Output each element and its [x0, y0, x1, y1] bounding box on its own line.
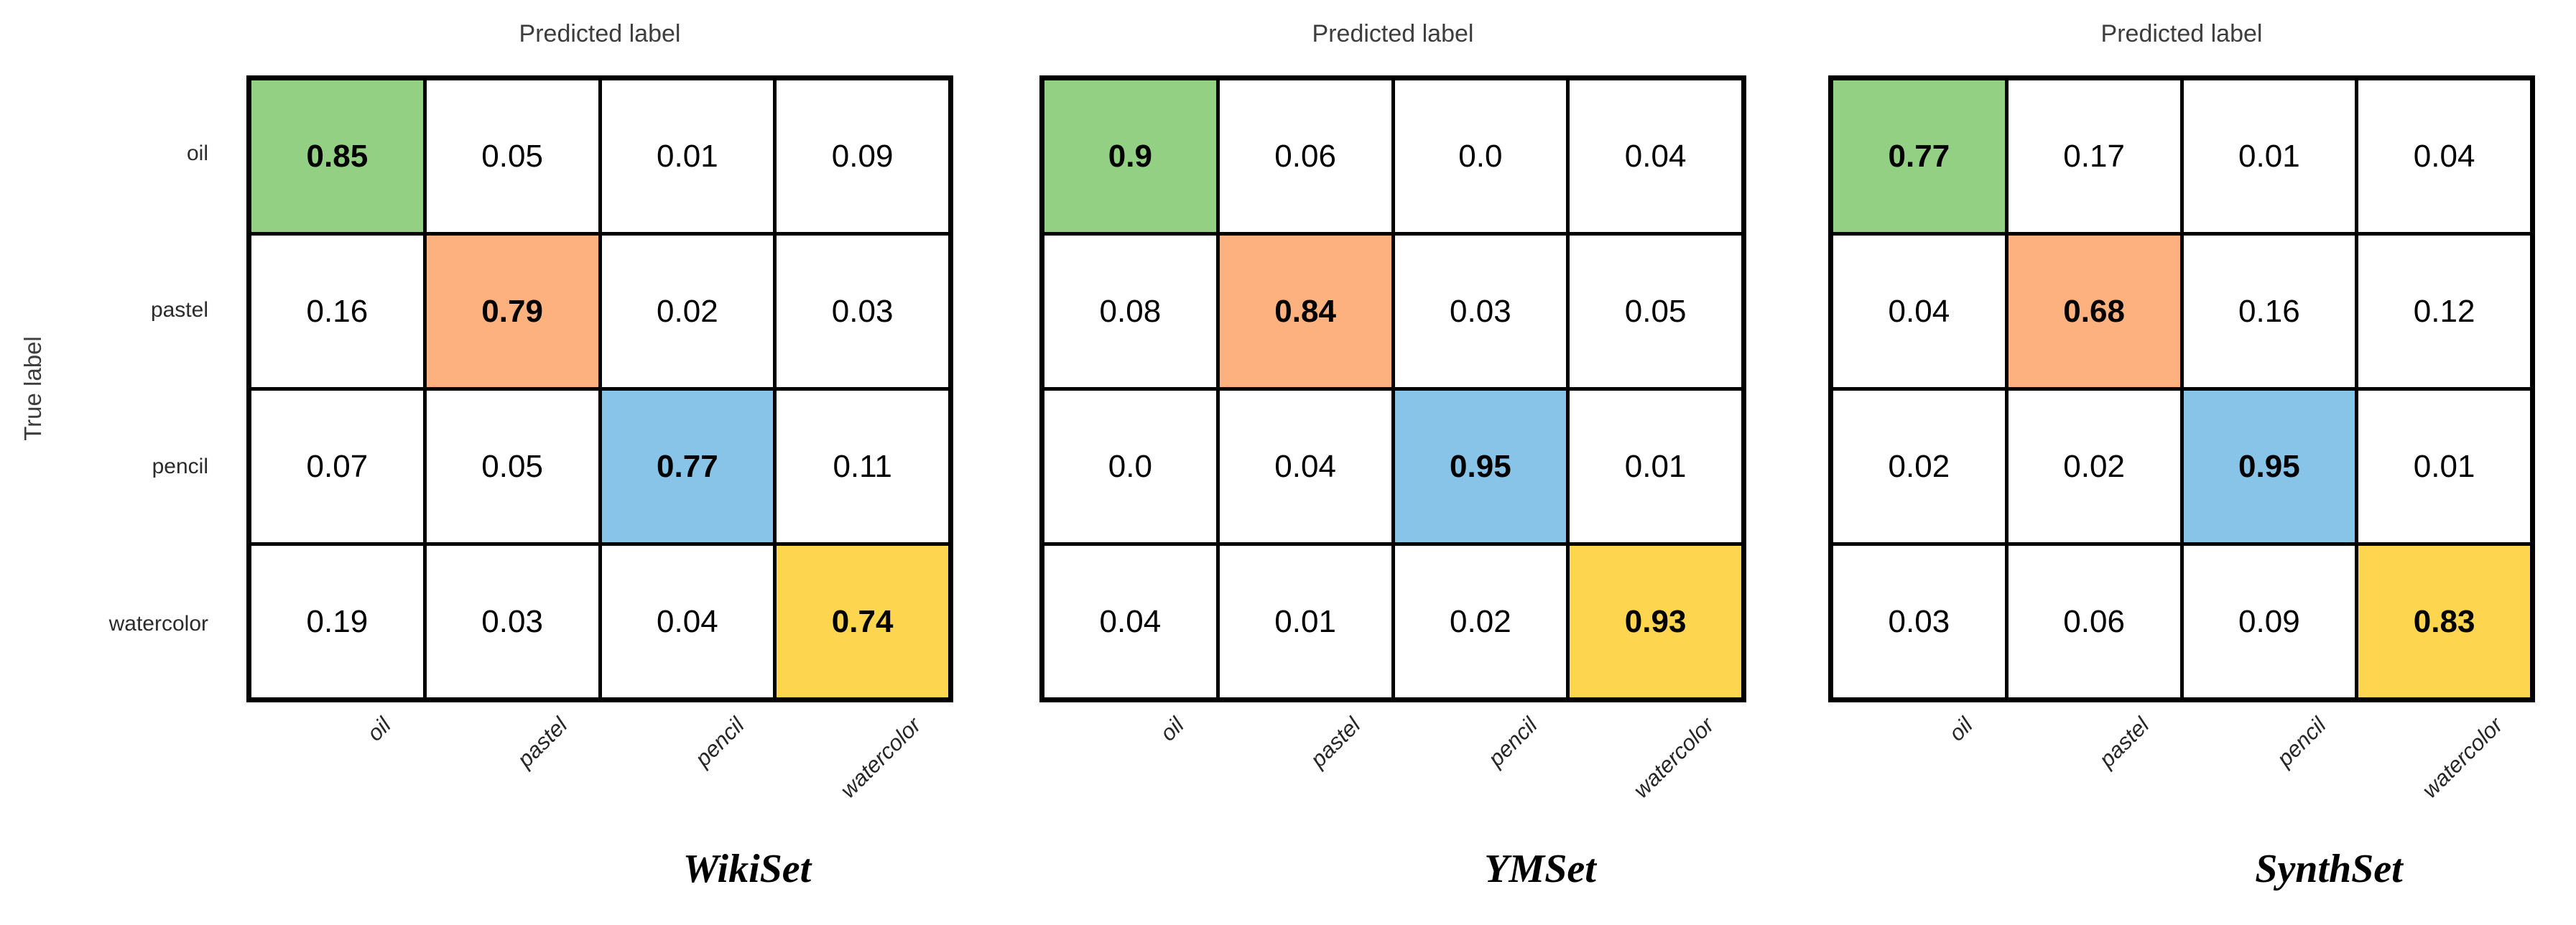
- row-label-oil: oil: [186, 141, 208, 165]
- column-labels: oil pastel pencil watercolor: [246, 712, 953, 863]
- col-label-pencil: pencil: [2271, 712, 2331, 772]
- matrix-cell: 0.19: [251, 546, 423, 697]
- matrix-cell: 0.04: [1833, 236, 2005, 387]
- dataset-title-synthset: SynthSet: [2255, 847, 2403, 891]
- matrix-cell-diagonal: 0.74: [777, 546, 948, 697]
- col-label-pencil: pencil: [690, 712, 749, 772]
- matrix-cell: 0.12: [2358, 236, 2530, 387]
- matrix-cell: 0.01: [2183, 80, 2355, 232]
- row-labels: oil pastel pencil watercolor: [0, 0, 230, 925]
- col-label-pencil: pencil: [1483, 712, 1542, 772]
- col-label-watercolor: watercolor: [835, 712, 926, 803]
- matrix-cell: 0.04: [1044, 546, 1216, 697]
- matrix-cell: 0.09: [2183, 546, 2355, 697]
- matrix-cell: 0.16: [2183, 236, 2355, 387]
- dataset-title-ymset: YMSet: [1484, 847, 1596, 891]
- col-label-watercolor: watercolor: [2417, 712, 2508, 803]
- matrix-grid: 0.85 0.05 0.01 0.09 0.16 0.79 0.02 0.03 …: [246, 75, 953, 702]
- matrix-cell: 0.03: [426, 546, 598, 697]
- matrix-cell: 0.02: [2008, 391, 2180, 542]
- matrix-cell-diagonal: 0.68: [2008, 236, 2180, 387]
- predicted-label-title: Predicted label: [519, 20, 681, 47]
- matrix-cell: 0.01: [1570, 391, 1741, 542]
- row-label-pastel: pastel: [150, 298, 208, 322]
- matrix-cell-diagonal: 0.77: [1833, 80, 2005, 232]
- matrix-cell: 0.07: [251, 391, 423, 542]
- matrix-cell: 0.01: [2358, 391, 2530, 542]
- col-label-pastel: pastel: [512, 712, 573, 773]
- row-label-pencil: pencil: [152, 455, 208, 478]
- matrix-cell-diagonal: 0.85: [251, 80, 423, 232]
- matrix-cell-diagonal: 0.9: [1044, 80, 1216, 232]
- dataset-title-wikiset: WikiSet: [682, 847, 812, 891]
- matrix-grid: 0.9 0.06 0.0 0.04 0.08 0.84 0.03 0.05 0.…: [1039, 75, 1746, 702]
- matrix-cell: 0.16: [251, 236, 423, 387]
- matrix-cell: 0.04: [2358, 80, 2530, 232]
- col-label-pastel: pastel: [1305, 712, 1366, 773]
- predicted-label-title: Predicted label: [1312, 20, 1474, 47]
- matrix-cell: 0.04: [1219, 391, 1391, 542]
- matrix-cell: 0.03: [777, 236, 948, 387]
- matrix-cell: 0.03: [1833, 546, 2005, 697]
- matrix-cell: 0.08: [1044, 236, 1216, 387]
- matrix-cell-diagonal: 0.83: [2358, 546, 2530, 697]
- matrix-cell: 0.02: [1833, 391, 2005, 542]
- matrix-cell-diagonal: 0.95: [2183, 391, 2355, 542]
- matrix-cell: 0.02: [601, 236, 774, 387]
- matrix-cell-diagonal: 0.93: [1570, 546, 1741, 697]
- matrix-cell: 0.06: [1219, 80, 1391, 232]
- confusion-matrix-synthset: Predicted label 0.77 0.17 0.01 0.04 0.04…: [1828, 0, 2535, 925]
- col-label-oil: oil: [1155, 712, 1189, 746]
- matrix-cell-diagonal: 0.77: [601, 391, 774, 542]
- col-label-oil: oil: [1944, 712, 1978, 746]
- matrix-cell: 0.05: [426, 80, 598, 232]
- col-label-oil: oil: [362, 712, 396, 746]
- col-label-pastel: pastel: [2094, 712, 2154, 773]
- column-labels: oil pastel pencil watercolor: [1039, 712, 1746, 863]
- confusion-matrix-ymset: Predicted label 0.9 0.06 0.0 0.04 0.08 0…: [1039, 0, 1746, 925]
- matrix-cell: 0.17: [2008, 80, 2180, 232]
- matrix-cell: 0.0: [1044, 391, 1216, 542]
- matrix-grid: 0.77 0.17 0.01 0.04 0.04 0.68 0.16 0.12 …: [1828, 75, 2535, 702]
- confusion-matrix-wikiset: Predicted label True label oil pastel pe…: [19, 0, 953, 925]
- matrix-cell: 0.0: [1394, 80, 1567, 232]
- column-labels: oil pastel pencil watercolor: [1828, 712, 2535, 863]
- predicted-label-title: Predicted label: [2100, 20, 2263, 47]
- matrix-cell: 0.09: [777, 80, 948, 232]
- matrix-cell-diagonal: 0.84: [1219, 236, 1391, 387]
- matrix-cell: 0.04: [1570, 80, 1741, 232]
- matrix-cell: 0.01: [1219, 546, 1391, 697]
- matrix-cell: 0.04: [601, 546, 774, 697]
- matrix-cell: 0.05: [426, 391, 598, 542]
- col-label-watercolor: watercolor: [1628, 712, 1719, 803]
- row-label-watercolor: watercolor: [108, 612, 208, 636]
- matrix-cell: 0.11: [777, 391, 948, 542]
- matrix-cell-diagonal: 0.95: [1394, 391, 1567, 542]
- matrix-cell-diagonal: 0.79: [426, 236, 598, 387]
- matrix-cell: 0.05: [1570, 236, 1741, 387]
- matrix-cell: 0.01: [601, 80, 774, 232]
- matrix-cell: 0.03: [1394, 236, 1567, 387]
- matrix-cell: 0.06: [2008, 546, 2180, 697]
- matrix-cell: 0.02: [1394, 546, 1567, 697]
